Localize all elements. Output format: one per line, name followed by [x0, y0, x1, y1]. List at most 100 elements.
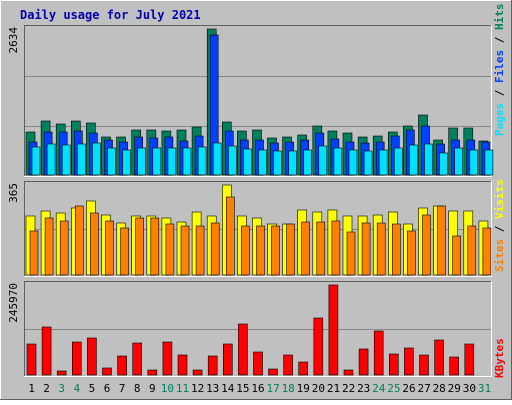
bar-sites — [195, 225, 205, 276]
day-label: 7 — [119, 382, 126, 395]
legend-panel-1: Pages / Files / Hits — [493, 4, 506, 137]
bar-sites — [452, 235, 462, 276]
day-label: 8 — [134, 382, 141, 395]
day-label: 20 — [312, 382, 325, 395]
day-label: 15 — [236, 382, 249, 395]
bar-pages — [197, 146, 207, 176]
bar-pages — [31, 146, 41, 176]
bar-sites — [150, 217, 160, 276]
legend-panel-2: Sites / Visits — [493, 179, 506, 272]
bar-kbytes — [434, 339, 444, 376]
bar-pages — [46, 143, 56, 176]
bar-kbytes — [132, 342, 142, 376]
bar-sites — [467, 225, 477, 276]
bar-kbytes — [419, 354, 429, 376]
day-label: 13 — [206, 382, 219, 395]
y-axis-max-label: 2634 — [7, 27, 20, 54]
bar-kbytes — [358, 348, 369, 376]
bar-pages — [363, 150, 373, 176]
bar-pages — [454, 147, 464, 176]
bar-kbytes — [26, 343, 37, 376]
y-axis-max-label: 365 — [7, 183, 20, 203]
bar-kbytes — [343, 369, 354, 376]
bar-pages — [137, 147, 146, 176]
day-label: 12 — [191, 382, 204, 395]
bar-sites — [59, 220, 69, 276]
bar-pages — [378, 149, 388, 176]
bar-sites — [135, 217, 144, 276]
bar-kbytes — [177, 354, 188, 376]
day-label: 28 — [433, 382, 446, 395]
bar-kbytes — [207, 355, 218, 376]
bar-sites — [210, 222, 220, 276]
legend-separator: / — [493, 219, 506, 239]
chart-panels: 2634 365 245970 — [7, 25, 494, 377]
day-label: 21 — [327, 382, 340, 395]
bar-sites — [29, 230, 39, 276]
day-label: 2 — [43, 382, 50, 395]
bar-sites — [391, 223, 401, 276]
bar-sites — [301, 221, 311, 276]
bar-pages — [288, 150, 297, 176]
panel-kbytes: 245970 — [7, 281, 492, 377]
panel-hits-files-pages: 2634 — [7, 25, 494, 177]
bar-sites — [331, 220, 341, 276]
bar-sites — [346, 231, 356, 276]
bar-sites — [180, 225, 190, 276]
bar-kbytes — [388, 353, 399, 376]
bar-sites — [422, 214, 431, 276]
day-label: 25 — [387, 382, 400, 395]
bar-pages — [167, 147, 177, 176]
bar-pages — [348, 149, 358, 176]
day-label: 14 — [221, 382, 235, 395]
day-label: 31 — [478, 382, 491, 395]
legend-separator: / — [493, 83, 506, 103]
bar-pages — [212, 142, 222, 176]
legend-visits: Visits — [493, 179, 506, 219]
bar-sites — [256, 225, 265, 276]
bar-sites — [120, 227, 129, 276]
legend-separator: / — [493, 30, 506, 50]
bar-pages — [318, 145, 328, 176]
day-label: 5 — [89, 382, 96, 395]
day-label: 18 — [282, 382, 295, 395]
day-label: 30 — [463, 382, 476, 395]
legend-pages: Pages — [493, 103, 506, 136]
bar-pages — [243, 148, 252, 176]
panel-visits-sites: 365 — [7, 181, 492, 277]
chart-title: Daily usage for July 2021 — [20, 8, 201, 22]
bar-sites — [165, 223, 175, 276]
bar-sites — [407, 230, 416, 276]
bar-sites — [44, 217, 54, 276]
bar-kbytes — [238, 323, 248, 376]
day-label: 24 — [372, 382, 386, 395]
bar-pages — [409, 144, 418, 176]
y-axis-max-label: 245970 — [7, 283, 20, 323]
bar-kbytes — [72, 341, 82, 376]
bar-kbytes — [253, 351, 263, 376]
bar-pages — [228, 145, 237, 176]
day-label: 27 — [417, 382, 430, 395]
day-label: 17 — [266, 382, 279, 395]
bar-kbytes — [41, 326, 52, 376]
legend-files: Files — [493, 50, 506, 83]
bar-pages — [439, 152, 448, 176]
bar-sites — [376, 222, 386, 276]
bar-sites — [286, 223, 295, 276]
legend-kbytes: KBytes — [493, 338, 506, 378]
legend-panel-3: KBytes — [493, 338, 506, 378]
bar-sites — [226, 196, 235, 276]
bar-pages — [469, 149, 479, 176]
day-label: 19 — [297, 382, 310, 395]
bar-pages — [122, 149, 131, 176]
bar-sites — [482, 227, 492, 276]
day-label: 10 — [161, 382, 174, 395]
day-label: 26 — [402, 382, 415, 395]
bar-sites — [437, 205, 446, 276]
bar-sites — [271, 225, 280, 276]
bar-kbytes — [328, 284, 339, 376]
bar-kbytes — [192, 369, 203, 376]
bar-sites — [361, 222, 371, 276]
bar-sites — [90, 212, 99, 276]
